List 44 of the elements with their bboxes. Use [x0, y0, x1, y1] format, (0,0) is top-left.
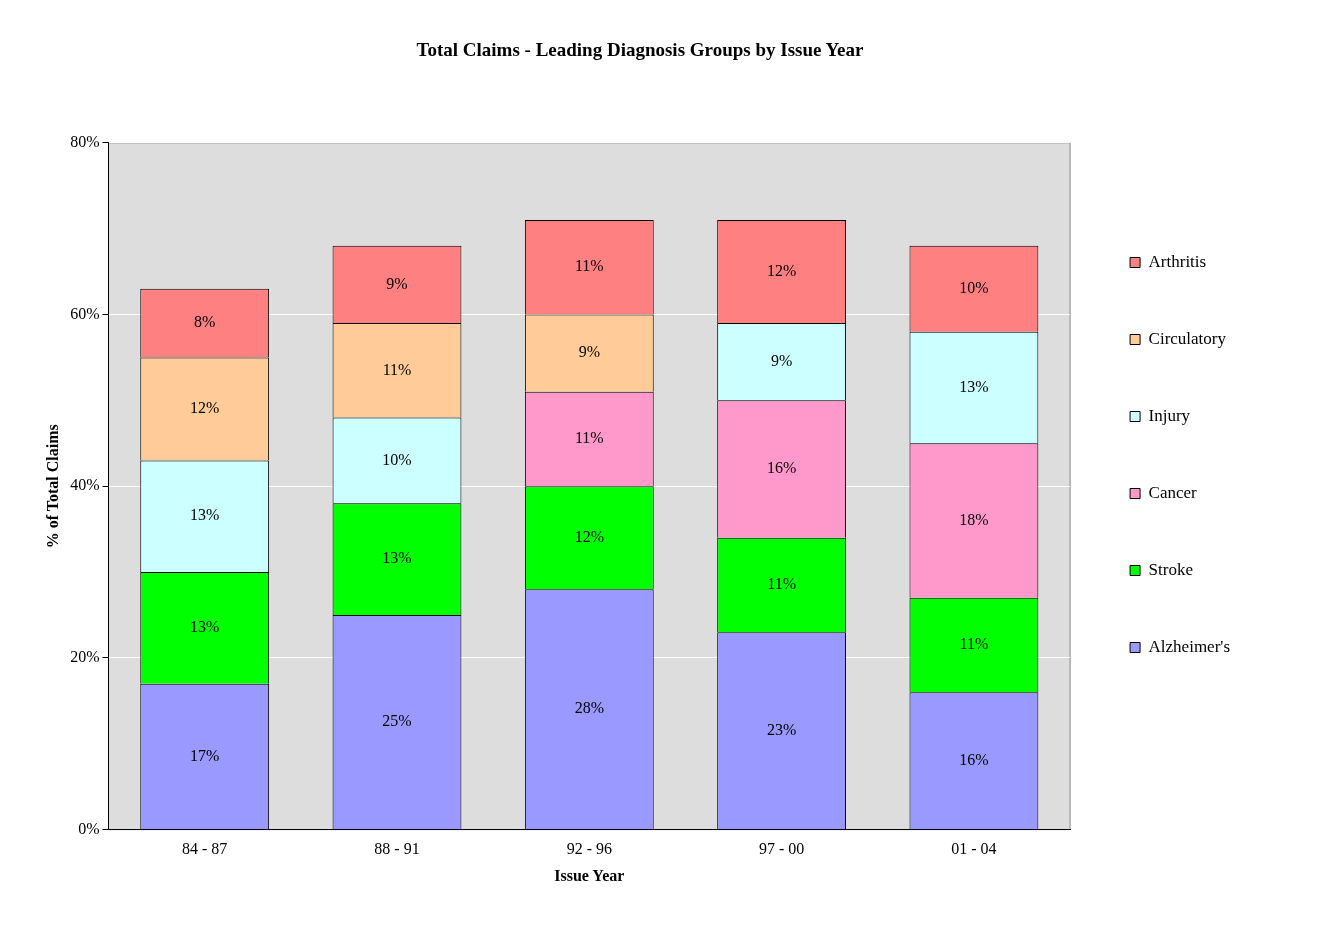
x-tick-label: 01 - 04	[951, 840, 997, 858]
data-label: 12%	[190, 399, 220, 417]
legend-label: Arthritis	[1148, 251, 1207, 271]
data-label: 9%	[770, 351, 793, 369]
x-tick-label: 84 - 87	[182, 840, 228, 858]
data-label: 28%	[574, 699, 604, 717]
data-label: 11%	[959, 635, 989, 653]
y-tick-label: 60%	[70, 304, 100, 322]
y-tick-label: 80%	[70, 133, 100, 150]
data-label: 18%	[959, 510, 989, 528]
y-tick-label: 40%	[70, 476, 100, 494]
x-tick-label: 88 - 91	[374, 840, 420, 858]
x-tick-label: 92 - 96	[566, 840, 612, 858]
data-label: 23%	[766, 720, 797, 738]
legend-label: Cancer	[1148, 482, 1198, 502]
y-axis-title: % of Total Claims	[43, 424, 61, 549]
x-tick-label: 97 - 00	[758, 840, 805, 858]
y-tick-label: 20%	[70, 648, 100, 666]
legend-label: Stroke	[1148, 559, 1193, 579]
data-label: 13%	[190, 506, 220, 524]
legend-label: Circulatory	[1148, 328, 1227, 348]
data-label: 9%	[386, 274, 408, 292]
x-axis-title: Issue Year	[554, 866, 625, 884]
data-label: 11%	[767, 575, 796, 593]
data-label: 13%	[382, 549, 412, 567]
data-label: 13%	[190, 618, 220, 636]
data-label: 9%	[578, 343, 600, 361]
data-label: 11%	[574, 429, 604, 447]
y-tick-label: 0%	[78, 819, 100, 837]
data-label: 11%	[574, 257, 604, 275]
data-label: 13%	[959, 377, 989, 395]
data-label: 12%	[766, 261, 797, 279]
data-label: 12%	[574, 527, 604, 545]
data-label: 8%	[194, 313, 216, 331]
data-label: 16%	[766, 459, 797, 477]
legend-label: Injury	[1148, 405, 1191, 425]
data-label: 25%	[382, 712, 412, 730]
data-label: 10%	[382, 450, 412, 468]
data-label: 17%	[190, 746, 220, 764]
data-label: 16%	[959, 750, 989, 768]
data-label: 10%	[959, 278, 989, 296]
legend-label: Alzheimer's	[1148, 636, 1231, 656]
chart-title: Total Claims - Leading Diagnosis Groups by Issue Year	[416, 39, 865, 61]
data-label: 11%	[382, 360, 412, 378]
